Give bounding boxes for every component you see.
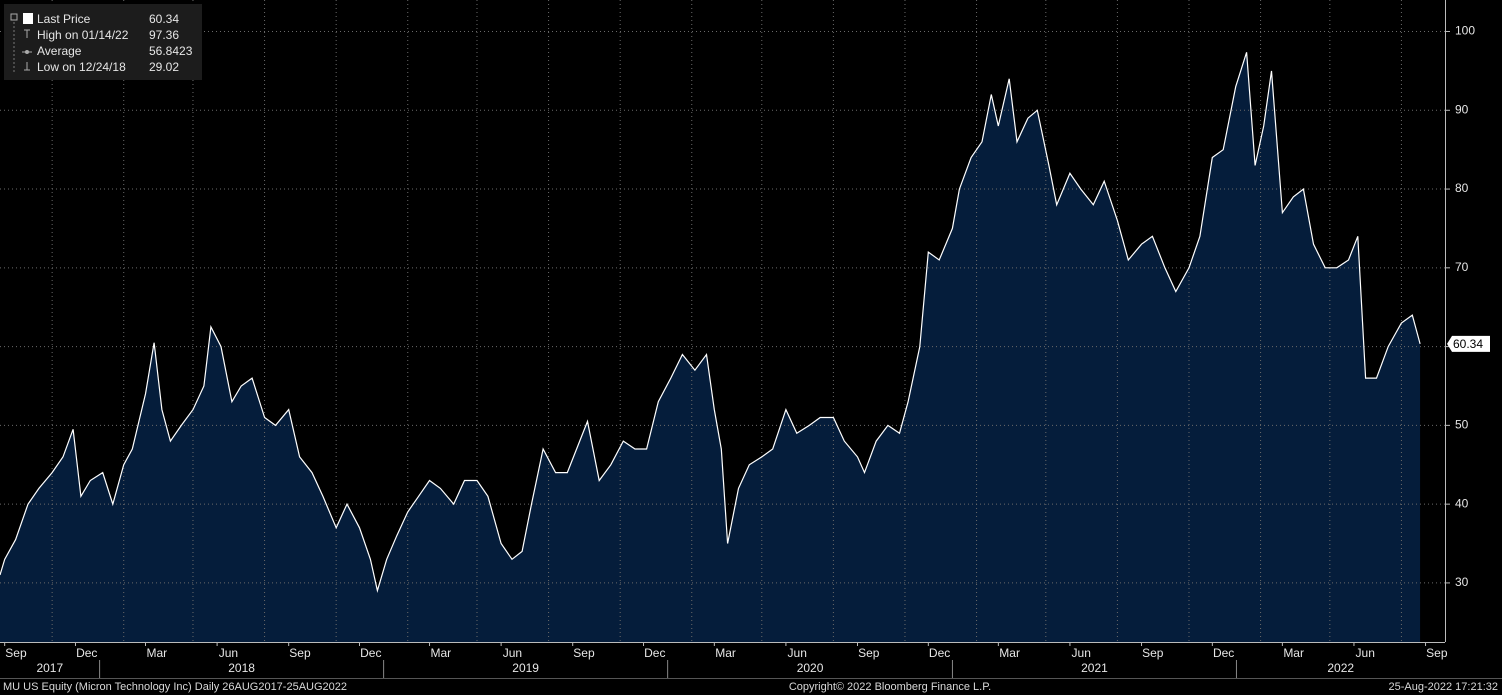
legend-value: 60.34 [149, 12, 179, 26]
legend-low-icon [24, 62, 30, 71]
legend-high-icon [24, 29, 30, 38]
x-tick-label: Sep [1142, 646, 1164, 660]
legend-collapse-icon [10, 13, 18, 21]
legend-label: Average [37, 44, 82, 58]
x-tick-label: Dec [76, 646, 97, 660]
x-tick-label: Mar [146, 646, 167, 660]
x-tick-label: Sep [5, 646, 27, 660]
x-tick-label: Jun [219, 646, 238, 660]
area [0, 52, 1421, 643]
x-tick-label: Mar [999, 646, 1020, 660]
x-tick-label: Jun [503, 646, 522, 660]
year-label: 2019 [512, 661, 539, 675]
y-tick-label: 30 [1455, 575, 1469, 589]
x-tick-label: Dec [929, 646, 950, 660]
x-tick-label: Sep [1426, 646, 1448, 660]
x-tick-label: Sep [573, 646, 595, 660]
y-tick-label: 40 [1455, 496, 1469, 510]
x-tick-label: Mar [715, 646, 736, 660]
y-tick-label: 50 [1455, 418, 1469, 432]
year-label: 2020 [797, 661, 824, 675]
legend: Last Price 60.34 High on 01/14/22 97.36 … [4, 4, 202, 80]
plot-area [0, 0, 1445, 643]
legend-value: 97.36 [149, 28, 179, 42]
legend-label: Last Price [37, 12, 91, 26]
year-label: 2017 [36, 661, 63, 675]
legend-label: Low on 12/24/18 [37, 60, 126, 74]
legend-box [4, 4, 202, 80]
legend-value: 56.8423 [149, 44, 193, 58]
y-tick-label: 70 [1455, 260, 1469, 274]
y-tick-label: 100 [1455, 24, 1475, 38]
x-tick-label: Sep [858, 646, 880, 660]
legend-avg-dot [25, 50, 29, 54]
line [0, 52, 1421, 593]
footer-center: Copyright© 2022 Bloomberg Finance L.P. [789, 681, 991, 693]
legend-swatch [23, 13, 33, 24]
last-price-label: 60.34 [1453, 337, 1483, 351]
x-tick-label: Jun [788, 646, 807, 660]
x-tick-label: Dec [1213, 646, 1234, 660]
legend-value: 29.02 [149, 60, 179, 74]
y-tick-label: 90 [1455, 102, 1469, 116]
x-tick-label: Mar [430, 646, 451, 660]
x-tick-label: Mar [1283, 646, 1304, 660]
x-tick-label: Sep [289, 646, 311, 660]
footer-right: 25-Aug-2022 17:21:32 [1389, 681, 1498, 693]
x-tick-label: Jun [1072, 646, 1091, 660]
y-tick-label: 80 [1455, 181, 1469, 195]
x-tick-label: Dec [644, 646, 665, 660]
last-price-tag [1447, 335, 1490, 352]
x-tick-label: Jun [1356, 646, 1375, 660]
legend-label: High on 01/14/22 [37, 28, 129, 42]
year-label: 2021 [1081, 661, 1108, 675]
footer-left: MU US Equity (Micron Technology Inc) Dai… [3, 681, 347, 693]
year-label: 2022 [1327, 661, 1354, 675]
year-label: 2018 [228, 661, 255, 675]
x-tick-label: Dec [360, 646, 381, 660]
